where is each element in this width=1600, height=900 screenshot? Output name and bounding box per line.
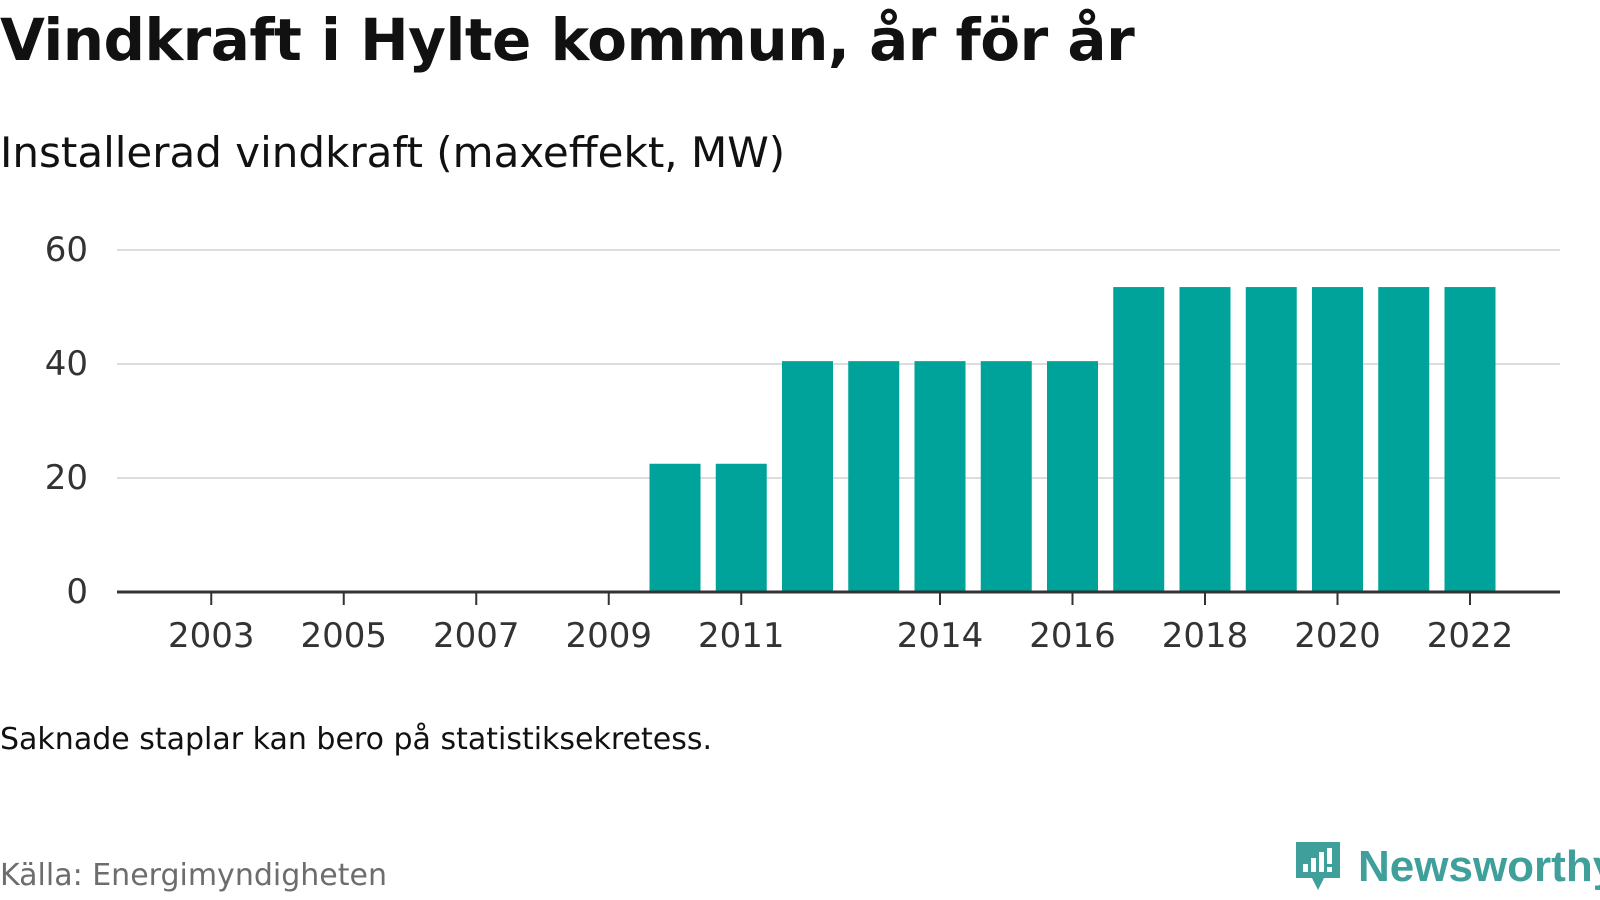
y-tick-label: 20 [45, 458, 88, 498]
bar-2011 [715, 463, 767, 592]
bar-2012 [782, 361, 833, 592]
chart-subtitle: Installerad vindkraft (maxeffekt, MW) [0, 128, 786, 177]
bars [649, 287, 1496, 592]
x-tick-label: 2018 [1162, 616, 1249, 656]
bar-2014 [914, 361, 966, 592]
x-tick-label: 2003 [168, 616, 255, 656]
bar-2021 [1378, 287, 1430, 592]
x-tick-label: 2020 [1294, 616, 1381, 656]
bar-chart: 0 20 40 60 2003 2005 2007 2009 2011 2014 2016 2018 2… [45, 230, 1560, 656]
source-text: Källa: Energimyndigheten [0, 858, 387, 893]
axes: 0 20 40 60 2003 2005 2007 2009 2011 2014 2016 2018 2… [45, 230, 1560, 656]
newsworthy-logo-icon [1296, 842, 1340, 890]
bar-2020 [1312, 287, 1363, 592]
x-tick-label: 2011 [698, 616, 785, 656]
bar-2016 [1047, 361, 1098, 592]
footnote: Saknade staplar kan bero på statistiksek… [0, 722, 713, 757]
brand-name: Newsworthy [1358, 842, 1600, 891]
chart-title: Vindkraft i Hylte kommun, år för år [0, 6, 1135, 74]
bar-2010 [649, 463, 701, 592]
y-tick-label: 40 [45, 344, 88, 384]
x-tick-label: 2022 [1427, 616, 1514, 656]
bar-2018 [1179, 287, 1231, 592]
x-tick-label: 2016 [1029, 616, 1116, 656]
x-tick-label: 2007 [433, 616, 520, 656]
y-tick-label: 60 [45, 230, 88, 270]
x-tick-label: 2014 [897, 616, 984, 656]
bar-2015 [980, 361, 1032, 592]
x-tick-label: 2005 [300, 616, 387, 656]
bar-2019 [1245, 287, 1297, 592]
bar-2017 [1113, 287, 1165, 592]
x-tick-label: 2009 [565, 616, 652, 656]
y-tick-label: 0 [66, 572, 88, 612]
bar-2013 [848, 361, 900, 592]
brand-logo: Newsworthy [1292, 838, 1600, 896]
bar-2022 [1444, 287, 1496, 592]
